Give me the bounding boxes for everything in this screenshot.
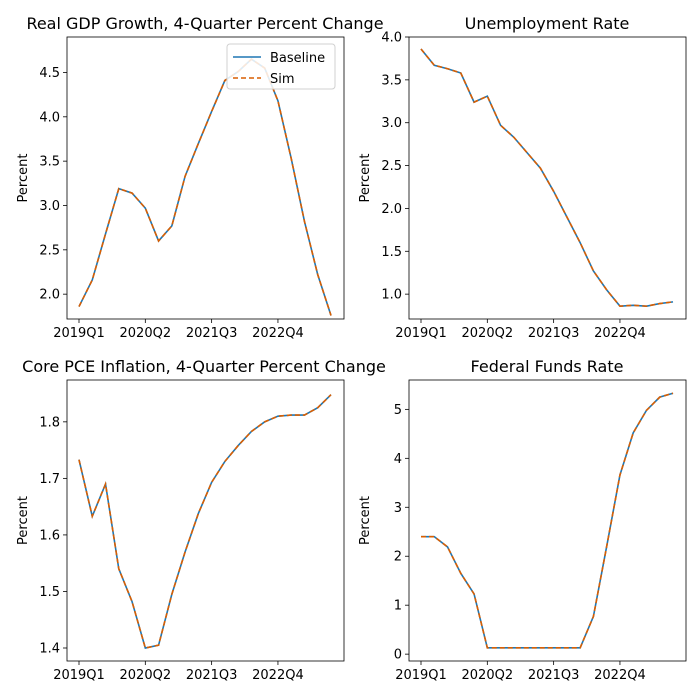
unemployment-rate-y-tick-label: 2.5	[381, 159, 402, 174]
unemployment-rate-series-sim-line	[420, 48, 674, 307]
unemployment-rate-y-axis-label: Percent	[358, 154, 373, 203]
core-pce-inflation-x-tick-label: 2019Q1	[53, 668, 105, 683]
core-pce-inflation-y-axis-label: Percent	[16, 496, 31, 545]
federal-funds-rate-x-tick-label: 2022Q4	[594, 668, 646, 683]
legend-sim-label: Sim	[270, 72, 295, 87]
gdp-growth-series-sim-line	[78, 58, 332, 316]
gdp-growth-y-tick-label: 4.5	[39, 66, 60, 81]
federal-funds-rate-series-sim-line	[421, 392, 674, 649]
gdp-growth-y-tick-label: 3.5	[39, 155, 60, 170]
federal-funds-rate-y-tick-label: 1	[394, 599, 402, 614]
federal-funds-rate-y-tick-label: 2	[394, 550, 402, 565]
gdp-growth-axes-frame	[66, 36, 345, 320]
gdp-growth-legend: Baseline Sim	[226, 43, 336, 90]
core-pce-inflation-x-tick-label: 2021Q3	[186, 668, 238, 683]
gdp-growth-title: Real GDP Growth, 4-Quarter Percent Chang…	[26, 14, 383, 33]
core-pce-inflation-title: Core PCE Inflation, 4-Quarter Percent Ch…	[22, 357, 386, 376]
federal-funds-rate-y-tick-label: 0	[394, 648, 402, 663]
federal-funds-rate-y-axis-label: Percent	[358, 496, 373, 545]
federal-funds-rate-y-tick-label: 4	[394, 452, 402, 467]
core-pce-inflation-y-tick-label: 1.7	[39, 472, 60, 487]
gdp-growth-y-tick-label: 2.0	[39, 288, 60, 303]
unemployment-rate-title: Unemployment Rate	[465, 14, 630, 33]
unemployment-rate-y-tick-label: 1.5	[381, 245, 402, 260]
gdp-growth-series-baseline-line	[78, 58, 332, 316]
unemployment-rate-y-tick-label: 3.5	[381, 73, 402, 88]
core-pce-inflation-y-tick-label: 1.8	[39, 415, 60, 430]
gdp-growth-y-axis-label: Percent	[16, 154, 31, 203]
federal-funds-rate-x-tick-label: 2020Q2	[462, 668, 514, 683]
unemployment-rate-y-tick-label: 2.0	[381, 202, 402, 217]
core-pce-inflation-x-tick-label: 2022Q4	[252, 668, 304, 683]
gdp-growth-y-tick-label: 3.0	[39, 199, 60, 214]
federal-funds-rate-panel: Federal Funds Rate Percent 0 1 2 3 4 5 2019Q1 202…	[358, 357, 687, 683]
federal-funds-rate-y-tick-label: 5	[394, 403, 402, 418]
gdp-growth-panel: Real GDP Growth, 4-Quarter Percent Chang…	[16, 14, 384, 341]
federal-funds-rate-axes-frame	[408, 379, 687, 662]
core-pce-inflation-axes-frame	[66, 379, 345, 662]
unemployment-rate-series-baseline-line	[420, 48, 674, 307]
core-pce-inflation-y-tick-label: 1.4	[39, 641, 60, 656]
legend-baseline-label: Baseline	[270, 51, 325, 66]
core-pce-inflation-series-baseline-line	[78, 394, 332, 649]
unemployment-rate-x-tick-label: 2020Q2	[462, 326, 514, 341]
gdp-growth-x-tick-label: 2021Q3	[186, 326, 238, 341]
unemployment-rate-axes-frame	[408, 36, 687, 320]
gdp-growth-x-tick-label: 2019Q1	[53, 326, 105, 341]
core-pce-inflation-panel: Core PCE Inflation, 4-Quarter Percent Ch…	[16, 357, 386, 683]
unemployment-rate-x-tick-label: 2019Q1	[395, 326, 447, 341]
federal-funds-rate-series-baseline-line	[421, 392, 674, 649]
unemployment-rate-x-tick-label: 2021Q3	[528, 326, 580, 341]
unemployment-rate-y-tick-label: 1.0	[381, 288, 402, 303]
federal-funds-rate-title: Federal Funds Rate	[471, 357, 624, 376]
unemployment-rate-panel: Unemployment Rate Percent 1.0 1.5 2.0 2.5 3.0 3…	[358, 14, 687, 341]
gdp-growth-y-tick-label: 4.0	[39, 110, 60, 125]
gdp-growth-x-tick-label: 2020Q2	[120, 326, 172, 341]
unemployment-rate-x-tick-label: 2022Q4	[594, 326, 646, 341]
core-pce-inflation-x-tick-label: 2020Q2	[120, 668, 172, 683]
core-pce-inflation-y-tick-label: 1.6	[39, 528, 60, 543]
unemployment-rate-y-tick-label: 3.0	[381, 116, 402, 131]
core-pce-inflation-series-sim-line	[78, 394, 332, 649]
gdp-growth-x-tick-label: 2022Q4	[252, 326, 304, 341]
gdp-growth-y-tick-label: 2.5	[39, 243, 60, 258]
core-pce-inflation-y-tick-label: 1.5	[39, 585, 60, 600]
federal-funds-rate-x-tick-label: 2021Q3	[528, 668, 580, 683]
federal-funds-rate-x-tick-label: 2019Q1	[395, 668, 447, 683]
unemployment-rate-y-tick-label: 4.0	[381, 31, 402, 46]
federal-funds-rate-y-tick-label: 3	[394, 501, 402, 516]
